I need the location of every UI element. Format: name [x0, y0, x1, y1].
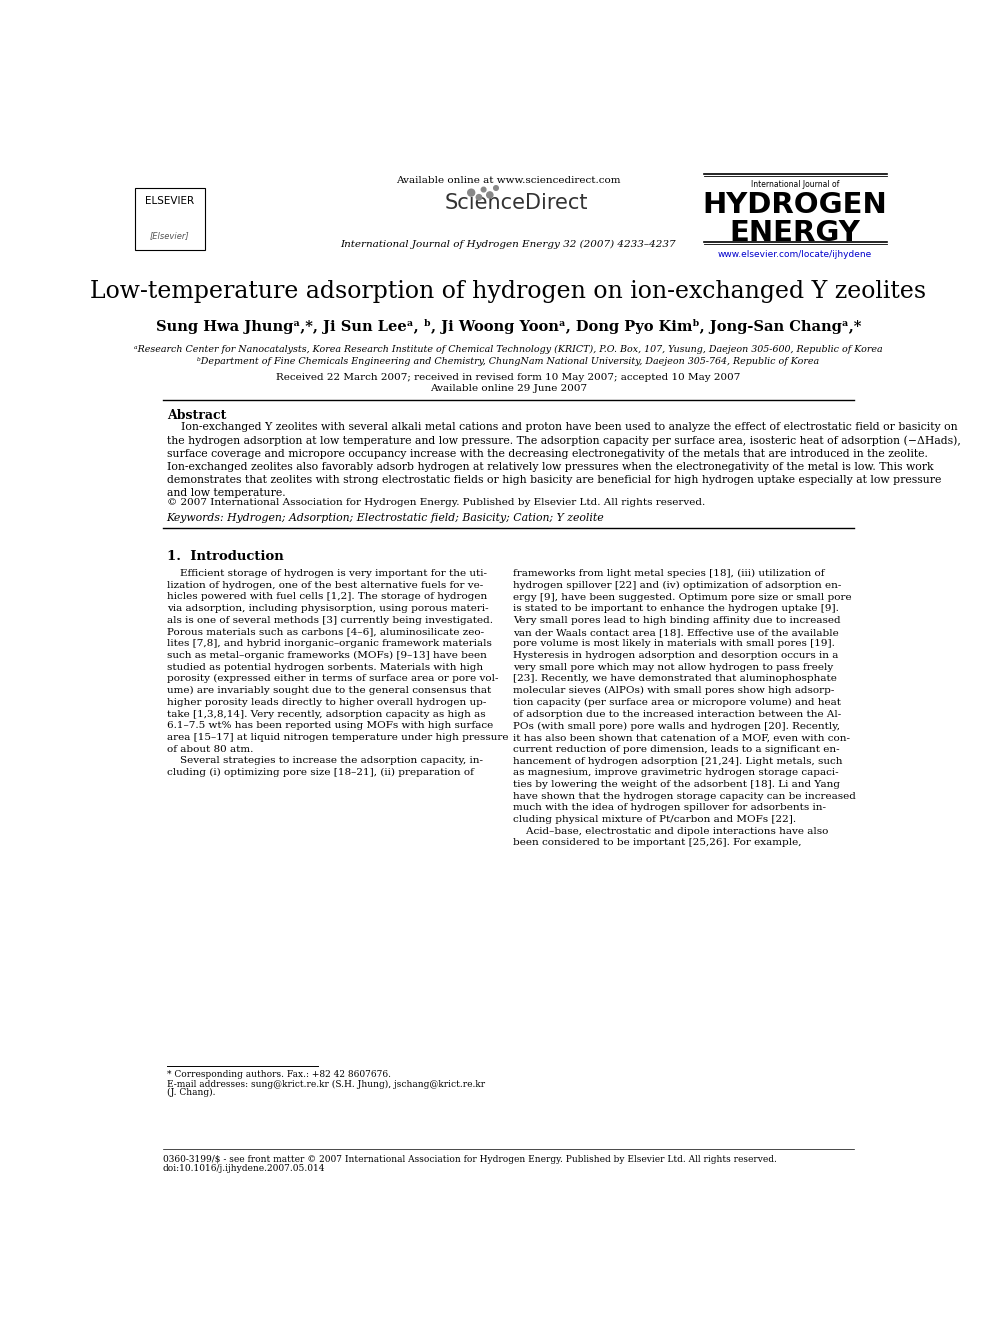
Text: ᵇDepartment of Fine Chemicals Engineering and Chemistry, ChungNam National Unive: ᵇDepartment of Fine Chemicals Engineerin…	[197, 357, 819, 365]
Text: * Corresponding authors. Fax.: +82 42 8607676.: * Corresponding authors. Fax.: +82 42 86…	[167, 1070, 391, 1080]
Text: Keywords: Hydrogen; Adsorption; Electrostatic field; Basicity; Cation; Y zeolite: Keywords: Hydrogen; Adsorption; Electros…	[167, 513, 604, 523]
Circle shape	[481, 188, 486, 192]
Text: (J. Chang).: (J. Chang).	[167, 1088, 215, 1097]
Text: © 2007 International Association for Hydrogen Energy. Published by Elsevier Ltd.: © 2007 International Association for Hyd…	[167, 497, 705, 507]
Text: Efficient storage of hydrogen is very important for the uti-
lization of hydroge: Efficient storage of hydrogen is very im…	[167, 569, 508, 777]
Text: Received 22 March 2007; received in revised form 10 May 2007; accepted 10 May 20: Received 22 March 2007; received in revi…	[276, 373, 741, 382]
Text: International Journal of: International Journal of	[751, 180, 839, 189]
Circle shape	[476, 194, 482, 200]
Text: doi:10.1016/j.ijhydene.2007.05.014: doi:10.1016/j.ijhydene.2007.05.014	[163, 1164, 325, 1172]
Text: Ion-exchanged Y zeolites with several alkali metal cations and proton have been : Ion-exchanged Y zeolites with several al…	[167, 422, 960, 497]
Text: [Elsevier]: [Elsevier]	[150, 232, 189, 241]
Text: International Journal of Hydrogen Energy 32 (2007) 4233–4237: International Journal of Hydrogen Energy…	[340, 239, 677, 249]
Text: 1.  Introduction: 1. Introduction	[167, 550, 284, 562]
Text: Available online 29 June 2007: Available online 29 June 2007	[430, 385, 587, 393]
Circle shape	[494, 185, 498, 191]
Text: ELSEVIER: ELSEVIER	[145, 196, 194, 205]
Text: ᵃResearch Center for Nanocatalysts, Korea Research Institute of Chemical Technol: ᵃResearch Center for Nanocatalysts, Kore…	[134, 345, 883, 355]
Circle shape	[467, 189, 475, 196]
Text: 0360-3199/$ - see front matter © 2007 International Association for Hydrogen Ene: 0360-3199/$ - see front matter © 2007 In…	[163, 1155, 777, 1164]
Text: HYDROGEN: HYDROGEN	[702, 191, 888, 220]
Text: Sung Hwa Jhungᵃ,*, Ji Sun Leeᵃ, ᵇ, Ji Woong Yoonᵃ, Dong Pyo Kimᵇ, Jong-San Chang: Sung Hwa Jhungᵃ,*, Ji Sun Leeᵃ, ᵇ, Ji Wo…	[156, 319, 861, 333]
Text: ScienceDirect: ScienceDirect	[444, 193, 588, 213]
Text: frameworks from light metal species [18], (iii) utilization of
hydrogen spillove: frameworks from light metal species [18]…	[513, 569, 856, 847]
Text: ENERGY: ENERGY	[730, 218, 860, 247]
Text: Low-temperature adsorption of hydrogen on ion-exchanged Y zeolites: Low-temperature adsorption of hydrogen o…	[90, 280, 927, 303]
Text: E-mail addresses: sung@krict.re.kr (S.H. Jhung), jschang@krict.re.kr: E-mail addresses: sung@krict.re.kr (S.H.…	[167, 1080, 485, 1089]
Text: Available online at www.sciencedirect.com: Available online at www.sciencedirect.co…	[396, 176, 621, 185]
Circle shape	[487, 192, 493, 198]
FancyBboxPatch shape	[135, 188, 204, 250]
Text: Abstract: Abstract	[167, 409, 226, 422]
Text: www.elsevier.com/locate/ijhydene: www.elsevier.com/locate/ijhydene	[718, 250, 872, 258]
